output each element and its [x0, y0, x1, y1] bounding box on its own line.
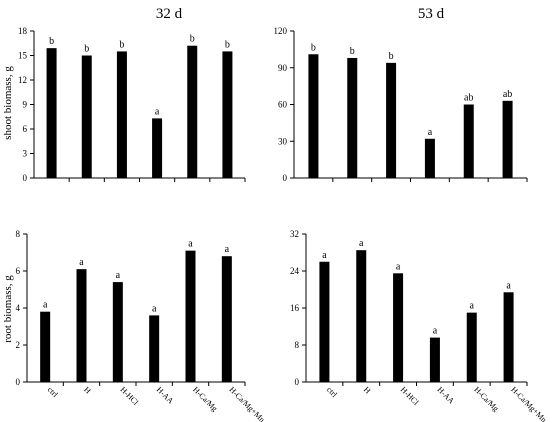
title-53d: 53 d [417, 6, 445, 22]
y-tick-label: 120 [274, 26, 288, 36]
bar-h-ca-mg [463, 104, 474, 178]
x-tick-label: H-Ca/Mg+Mn [227, 385, 266, 422]
chart-panel-3: 0 2 4 6 8 a ctrl a Ha H-HCl a H-AA a H-Ca/Mg a H-Ca/Mg+… [16, 229, 267, 422]
bar-ctrl [46, 48, 57, 179]
bar-ctrl [40, 311, 51, 382]
title-32d: 32 d [155, 6, 183, 22]
y-tick-label: 4 [16, 303, 21, 313]
significance-letter: a [79, 257, 84, 268]
y-tick-label: 30 [278, 136, 288, 146]
significance-letter: a [428, 127, 433, 138]
y-tick-label: 6 [16, 266, 21, 276]
x-tick-label: H [82, 385, 93, 396]
y-tick-label: 6 [23, 124, 28, 134]
y-tick-label: 0 [283, 173, 288, 183]
y-tick-label: 8 [295, 340, 300, 350]
y-tick-label: 2 [16, 340, 21, 350]
bar-h-ca-mg [187, 45, 198, 179]
x-tick-label: H-HCl [399, 385, 421, 407]
chart-panel-4: 0 8 16 24 32 a ctrl a Ha H-HCl a H-AA a H-Ca/Mg a H-Ca/… [290, 229, 548, 422]
bar-h-ca-mg-mn [222, 51, 233, 178]
significance-letter: a [433, 326, 438, 337]
significance-letter: b [190, 34, 195, 45]
bar-h-ca-mg [466, 312, 477, 382]
bar-h-aa [149, 315, 160, 382]
bar-h-ca-mg [185, 250, 196, 382]
y-tick-label: 60 [278, 100, 288, 110]
bar-h [356, 250, 367, 382]
chart-panel-1: 0 3 6 9 12 15 18 b b b a b b [18, 26, 246, 183]
y-tick-label: 12 [18, 75, 27, 85]
bar-h-aa [429, 337, 440, 382]
bar-h [347, 57, 358, 179]
significance-letter: a [396, 261, 401, 272]
significance-letter: a [116, 270, 121, 281]
y-tick-label: 0 [23, 173, 28, 183]
x-tick-label: H [362, 385, 373, 396]
x-tick-label: H-AA [155, 385, 176, 406]
significance-letter: b [389, 51, 394, 62]
x-tick-label: H-HCl [118, 385, 140, 407]
significance-letter: b [119, 39, 124, 50]
y-tick-label: 90 [278, 63, 288, 73]
x-tick-label: H-Ca/Mg+Mn [509, 385, 548, 422]
x-tick-label: H-Ca/Mg [191, 385, 219, 413]
significance-letter: a [43, 300, 48, 311]
bar-ctrl [308, 54, 319, 178]
y-tick-label: 32 [290, 229, 299, 239]
y-tick-label: 15 [18, 51, 28, 61]
significance-letter: a [506, 280, 511, 291]
y-tick-label: 0 [16, 377, 21, 387]
significance-letter: a [225, 244, 230, 255]
chart-panel-2: 0 30 60 90 120 b b b a ab ab [274, 26, 528, 183]
bar-h-hcl [116, 51, 127, 178]
y-tick-label: 3 [23, 149, 28, 159]
x-tick-label: ctrl [325, 385, 339, 399]
significance-letter: a [152, 303, 157, 314]
significance-letter: b [311, 42, 316, 53]
significance-letter: a [322, 250, 327, 261]
bar-h-aa [424, 138, 435, 178]
significance-letter: b [225, 39, 230, 50]
y-tick-label: 24 [290, 266, 300, 276]
significance-letter: ab [503, 89, 512, 100]
significance-letter: a [359, 238, 364, 249]
bar-h-aa [152, 118, 163, 178]
y-tick-label: 16 [290, 303, 300, 313]
significance-letter: a [188, 239, 193, 250]
x-tick-label: ctrl [46, 385, 60, 399]
bar-h-ca-mg-mn [221, 256, 232, 382]
significance-letter: b [49, 36, 54, 47]
bar-h-hcl [112, 282, 123, 382]
bar-h [76, 269, 87, 382]
bar-h-hcl [386, 62, 397, 178]
bar-h-hcl [393, 273, 404, 382]
x-tick-label: H-AA [436, 385, 457, 406]
y-tick-label: 9 [23, 100, 28, 110]
bar-h-ca-mg-mn [503, 292, 514, 382]
bar-h [81, 55, 92, 178]
significance-letter: a [155, 106, 160, 117]
x-tick-label: H-Ca/Mg [472, 385, 500, 413]
bar-ctrl [319, 261, 330, 382]
y-tick-label: 8 [16, 229, 21, 239]
y-tick-label: 18 [18, 26, 28, 36]
significance-letter: b [84, 44, 89, 55]
bar-h-ca-mg-mn [502, 100, 513, 178]
significance-letter: ab [464, 93, 473, 104]
significance-letter: b [350, 46, 355, 57]
y-tick-label: 0 [295, 377, 300, 387]
significance-letter: a [470, 301, 475, 312]
